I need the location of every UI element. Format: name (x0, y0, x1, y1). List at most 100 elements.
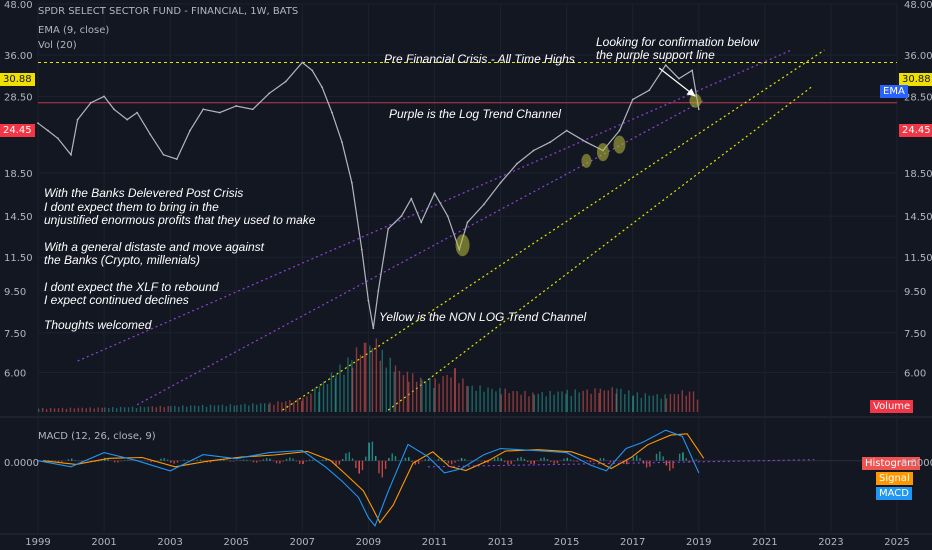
volume-bar (155, 407, 158, 412)
macd-histogram-bar (209, 460, 212, 463)
volume-bar (263, 403, 266, 412)
macd-histogram-bar (163, 458, 165, 461)
volume-bar (466, 385, 468, 412)
macd-histogram-bar (371, 441, 374, 461)
volume-bar (599, 388, 602, 412)
macd-histogram-bar (417, 460, 420, 464)
price-point (331, 111, 333, 114)
y-tick-label-right: 7.50 (904, 329, 926, 340)
volume-bar (273, 404, 275, 412)
macd-histogram-bar (269, 458, 271, 461)
price-point (691, 69, 694, 72)
macd-histogram-bar (573, 460, 575, 462)
price-point (235, 105, 238, 107)
price-point (103, 95, 105, 98)
macd-histogram-bar (563, 458, 565, 461)
note-line-8: Thoughts welcomed (44, 318, 152, 332)
volume-bar (500, 394, 502, 412)
volume-bar (293, 401, 295, 412)
macd-histogram-bar (358, 460, 360, 474)
volume-bar (419, 377, 422, 412)
macd-histogram-bar (223, 459, 225, 461)
volume-bar (256, 404, 258, 412)
volume-bar (434, 378, 436, 412)
price-point (400, 215, 403, 218)
macd-histogram-bar (173, 460, 175, 464)
macd-histogram-bar (556, 460, 559, 464)
annotation-confirmation-2: the purple support line (596, 48, 715, 62)
macd-histogram-bar (632, 456, 635, 461)
price-point (162, 153, 165, 156)
volume-bar (147, 406, 150, 412)
volume-bar (369, 345, 371, 412)
volume-bar (415, 381, 418, 412)
ema-indicator-label[interactable]: EMA (9, close) (38, 25, 110, 36)
price-point (189, 129, 191, 132)
x-tick-label: 2001 (91, 537, 116, 548)
signal-tag: Signal (876, 472, 913, 485)
x-tick-label: 2019 (686, 537, 711, 548)
price-point (360, 248, 363, 251)
volume-bar (574, 389, 576, 412)
volume-bar (624, 394, 626, 412)
volume-bar (193, 405, 196, 412)
macd-histogram-bar (444, 460, 446, 461)
volume-bar (281, 402, 283, 412)
volume-bar (285, 401, 287, 412)
annotation-confirmation-1: Looking for confirmation below (596, 35, 759, 49)
macd-histogram-bar (120, 460, 122, 462)
highlight-ellipse (455, 234, 470, 257)
volume-bar (38, 408, 40, 412)
x-tick-label: 2023 (818, 537, 843, 548)
y-tick-label-left: 28.50 (4, 92, 33, 103)
volume-bar (696, 399, 699, 412)
price-point (420, 221, 423, 224)
macd-histogram-bar (678, 453, 681, 461)
macd-histogram-bar (107, 458, 109, 461)
volume-bar (163, 407, 165, 412)
volume-bar (398, 370, 401, 412)
volume-bar (57, 408, 60, 412)
volume-bar (221, 404, 224, 412)
price-point (350, 181, 353, 184)
volume-bar (483, 391, 485, 412)
macd-panel-label[interactable]: MACD (12, 26, close, 9) (38, 431, 156, 442)
macd-histogram-bar (576, 460, 578, 462)
volume-bar (450, 377, 452, 412)
macd-histogram-bar (239, 460, 241, 461)
volume-bar (115, 408, 118, 412)
volume-bar (240, 404, 242, 412)
highlight-ellipse (613, 135, 626, 154)
macd-histogram-bar (645, 460, 648, 468)
macd-histogram-bar (530, 460, 532, 465)
x-tick-label: 2015 (554, 537, 579, 548)
macd-histogram-bar (427, 459, 430, 461)
note-line-1: With the Banks Delevered Post Crisis (44, 186, 244, 200)
x-tick-label: 2005 (224, 537, 249, 548)
price-point (631, 98, 634, 101)
macd-histogram-bar (381, 460, 383, 478)
low-price-tag-right: 24.45 (899, 124, 932, 137)
volume-bar (167, 405, 169, 412)
volume-bar (119, 406, 122, 412)
volume-bar (389, 357, 391, 412)
volume-bar (289, 399, 291, 412)
volume-bar (421, 379, 423, 412)
volume-bar (45, 409, 48, 412)
volume-bar (582, 390, 584, 412)
volume-bar (81, 407, 84, 412)
x-tick-label: 2007 (290, 537, 315, 548)
volume-bar (233, 405, 235, 412)
macd-histogram-bar (685, 458, 687, 461)
macd-histogram-bar (127, 459, 129, 461)
price-point (433, 192, 436, 195)
volume-bar (297, 398, 299, 412)
volume-bar (89, 407, 91, 412)
volume-bar (85, 408, 87, 412)
volume-indicator-label[interactable]: Vol (20) (38, 40, 77, 51)
volume-bar (69, 407, 72, 412)
volume-bar (553, 394, 555, 412)
volume-bar (656, 394, 658, 412)
price-point (466, 221, 469, 224)
